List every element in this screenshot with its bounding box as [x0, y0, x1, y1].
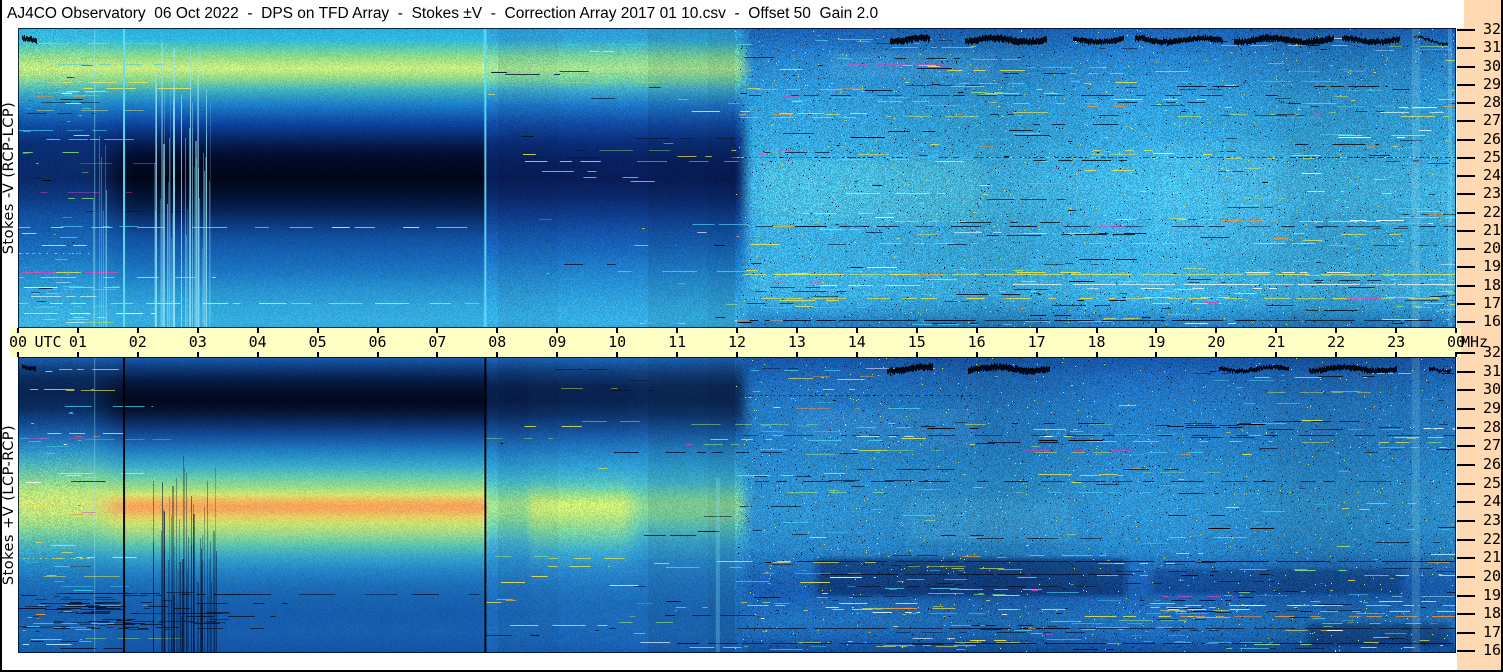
frequency-axis-column — [1457, 0, 1503, 672]
window-border-bottom — [0, 670, 1503, 672]
panel-label-stokes-pos-v: Stokes +V (LCP-RCP) — [1, 424, 17, 586]
side-label-column — [0, 28, 18, 672]
window-border-left — [0, 0, 2, 672]
bottom-margin — [0, 653, 1457, 672]
window-title: AJ4CO Observatory 06 Oct 2022 - DPS on T… — [0, 0, 1464, 28]
window-border-right — [1501, 0, 1503, 672]
panel-label-stokes-neg-v: Stokes -V (RCP-LCP) — [1, 101, 17, 255]
time-axis-strip — [10, 328, 1461, 357]
spectrogram-stokes-pos-v — [18, 357, 1456, 653]
spectrogram-stokes-neg-v — [18, 28, 1456, 328]
